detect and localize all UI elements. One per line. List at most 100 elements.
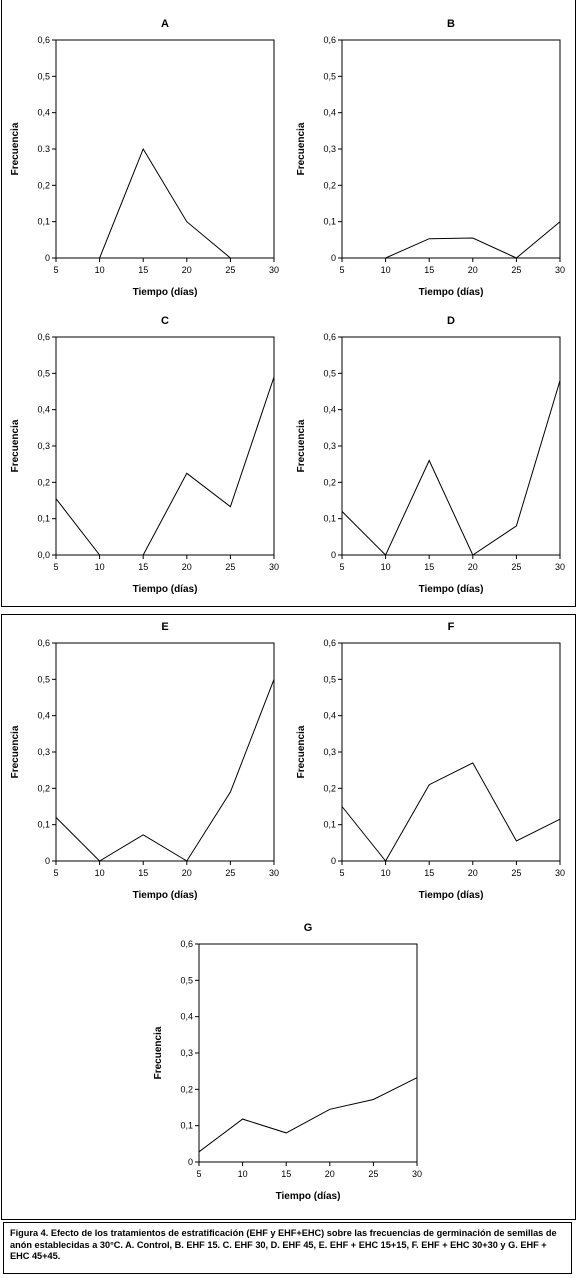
x-tick-label-b: 5 <box>339 265 344 275</box>
chart-title-d: D <box>447 315 455 327</box>
y-tick-label-b: 0,1 <box>323 217 336 227</box>
x-tick-label-b: 30 <box>555 265 565 275</box>
chart-title-e: E <box>161 621 168 633</box>
y-tick-label-c: 0,2 <box>37 477 50 487</box>
x-tick-label-c: 25 <box>225 562 235 572</box>
chart-e: E 0 0,1 0,2 0,3 0,4 0,5 0,6 5 10 15 20 25 30 Tiempo (d… <box>10 621 279 901</box>
x-tick-label-f: 20 <box>468 868 478 878</box>
y-tick-label-g: 0 <box>188 1157 193 1167</box>
y-tick-label-c: 0,5 <box>37 368 50 378</box>
y-axis-label-d: Frecuencia <box>296 419 307 472</box>
x-tick-label-d: 5 <box>339 562 344 572</box>
x-tick-label-e: 20 <box>182 868 192 878</box>
chart-f: F 0 0,1 0,2 0,3 0,4 0,5 0,6 5 10 15 20 25 30 Tiempo (d… <box>296 621 565 901</box>
y-tick-label-g: 0,1 <box>180 1121 193 1131</box>
y-tick-label-f: 0,5 <box>323 674 336 684</box>
y-tick-label-e: 0,6 <box>37 638 50 648</box>
x-tick-label-a: 25 <box>225 265 235 275</box>
y-tick-label-a: 0,6 <box>37 35 50 45</box>
x-tick-label-e: 10 <box>95 868 105 878</box>
y-tick-label-e: 0,5 <box>37 674 50 684</box>
x-tick-label-d: 20 <box>468 562 478 572</box>
x-tick-label-e: 15 <box>138 868 148 878</box>
x-tick-label-c: 15 <box>138 562 148 572</box>
y-tick-label-f: 0 <box>331 856 336 866</box>
plot-area-a <box>55 39 275 259</box>
x-tick-label-f: 15 <box>424 868 434 878</box>
caption-box: Figura 4. Efecto de los tratamientos de … <box>3 1222 572 1274</box>
y-tick-label-e: 0,3 <box>37 747 50 757</box>
y-tick-label-a: 0,2 <box>37 180 50 190</box>
y-tick-label-d: 0,2 <box>323 477 336 487</box>
plot-area-g <box>198 943 418 1163</box>
x-axis-label-e: Tiempo (días) <box>133 890 198 901</box>
chart-title-c: C <box>161 315 169 327</box>
y-axis-label-g: Frecuencia <box>153 1026 164 1079</box>
x-tick-label-g: 30 <box>412 1169 422 1179</box>
x-tick-label-e: 25 <box>225 868 235 878</box>
x-tick-label-d: 30 <box>555 562 565 572</box>
x-axis-label-d: Tiempo (días) <box>419 584 484 595</box>
x-tick-label-b: 15 <box>424 265 434 275</box>
plot-area-e <box>55 642 275 862</box>
x-tick-label-a: 15 <box>138 265 148 275</box>
panel-frame-bottom <box>1 614 576 1220</box>
x-tick-label-f: 30 <box>555 868 565 878</box>
y-tick-label-f: 0,4 <box>323 711 336 721</box>
y-tick-label-e: 0 <box>45 856 50 866</box>
x-axis-label-g: Tiempo (días) <box>276 1191 341 1202</box>
y-axis-label-b: Frecuencia <box>296 122 307 175</box>
x-tick-label-c: 30 <box>269 562 279 572</box>
y-axis-label-a: Frecuencia <box>10 122 21 175</box>
series-line-f <box>341 762 561 862</box>
x-tick-label-f: 10 <box>381 868 391 878</box>
y-tick-label-g: 0,6 <box>180 939 193 949</box>
x-tick-label-d: 15 <box>424 562 434 572</box>
chart-title-a: A <box>161 18 169 30</box>
chart-title-g: G <box>304 922 313 934</box>
y-tick-label-b: 0,4 <box>323 108 336 118</box>
x-tick-label-g: 20 <box>325 1169 335 1179</box>
x-tick-label-e: 30 <box>269 868 279 878</box>
plot-area-b <box>341 39 561 259</box>
x-axis-label-f: Tiempo (días) <box>419 890 484 901</box>
y-tick-label-b: 0,2 <box>323 180 336 190</box>
plot-area-c <box>55 336 275 556</box>
y-tick-label-d: 0,1 <box>323 514 336 524</box>
y-tick-label-a: 0,1 <box>37 217 50 227</box>
x-tick-label-b: 10 <box>381 265 391 275</box>
x-tick-label-f: 5 <box>339 868 344 878</box>
y-tick-label-f: 0,6 <box>323 638 336 648</box>
series-line-e <box>55 679 275 862</box>
x-tick-label-g: 15 <box>281 1169 291 1179</box>
y-tick-label-c: 0,6 <box>37 332 50 342</box>
chart-a: A 0 0,1 0,2 0.3 0,4 0,5 0,6 5 10 15 20 25 30 Tiempo (d… <box>10 18 279 298</box>
x-tick-label-a: 30 <box>269 265 279 275</box>
y-tick-label-g: 0,4 <box>180 1012 193 1022</box>
x-tick-label-a: 5 <box>53 265 58 275</box>
x-tick-label-d: 10 <box>381 562 391 572</box>
chart-c: C 0,0 0,1 0,2 0,3 0,4 0,5 0,6 5 10 15 20 25 30 Tiempo … <box>10 315 279 595</box>
y-tick-label-e: 0,1 <box>37 820 50 830</box>
x-tick-label-e: 5 <box>53 868 58 878</box>
chart-title-f: F <box>448 621 455 633</box>
figure-panels: A 0 0,1 0,2 0.3 0,4 0,5 0,6 5 10 15 20 25 30 Tiempo (d… <box>1 0 576 1220</box>
series-line-g <box>198 1077 418 1153</box>
y-tick-label-g: 0,2 <box>180 1084 193 1094</box>
x-tick-label-c: 5 <box>53 562 58 572</box>
y-tick-label-e: 0,4 <box>37 711 50 721</box>
series-line-d <box>341 380 561 556</box>
y-tick-label-d: 0 <box>331 550 336 560</box>
x-axis-label-b: Tiempo (días) <box>419 287 484 298</box>
x-tick-label-g: 10 <box>238 1169 248 1179</box>
x-tick-label-b: 25 <box>511 265 521 275</box>
y-tick-label-b: 0,6 <box>323 35 336 45</box>
figure-caption: Figura 4. Efecto de los tratamientos de … <box>10 1228 557 1261</box>
x-axis-label-a: Tiempo (días) <box>133 287 198 298</box>
y-tick-label-c: 0,3 <box>37 441 50 451</box>
x-tick-label-a: 10 <box>95 265 105 275</box>
x-axis-label-c: Tiempo (días) <box>133 584 198 595</box>
chart-title-b: B <box>447 18 455 30</box>
y-tick-label-f: 0,2 <box>323 783 336 793</box>
y-tick-label-d: 0,3 <box>323 441 336 451</box>
